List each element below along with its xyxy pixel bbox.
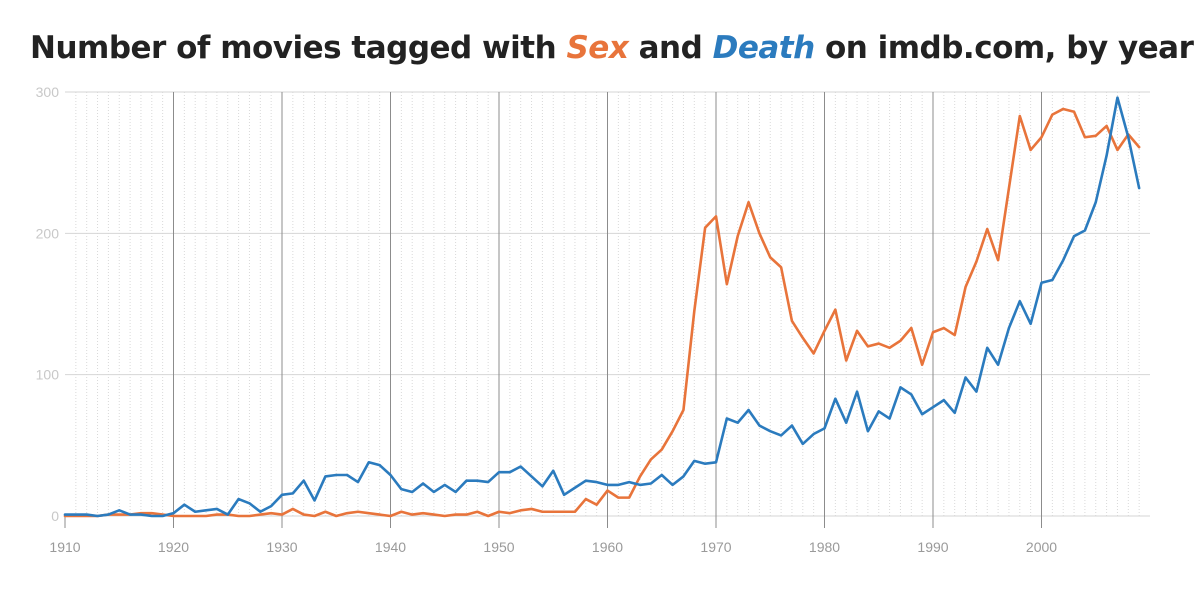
y-tick-label: 300 bbox=[36, 84, 60, 100]
title-suffix: on imdb.com, by year bbox=[814, 30, 1194, 66]
x-tick-label: 1990 bbox=[917, 539, 948, 555]
title-prefix: Number of movies tagged with bbox=[30, 30, 567, 66]
x-tick-label: 2000 bbox=[1026, 539, 1057, 555]
x-tick-label: 1950 bbox=[483, 539, 514, 555]
x-tick-label: 1910 bbox=[49, 539, 80, 555]
series-line-sex bbox=[63, 107, 1141, 518]
y-tick-label: 200 bbox=[36, 225, 60, 241]
y-tick-label: 100 bbox=[36, 367, 60, 383]
y-axis: 0 100 200 300 bbox=[36, 84, 60, 524]
x-tick-label: 1980 bbox=[809, 539, 840, 555]
chart-title: Number of movies tagged with Sex and Dea… bbox=[30, 30, 1194, 66]
title-term-sex: Sex bbox=[566, 30, 629, 66]
series-lines bbox=[63, 96, 1141, 518]
title-term-death: Death bbox=[712, 30, 816, 66]
series-line-death bbox=[63, 96, 1141, 518]
x-tick-label: 1970 bbox=[700, 539, 731, 555]
x-axis: 1910 1920 1930 1940 1950 1960 1970 1980 1990 2000 bbox=[49, 539, 1057, 555]
x-tick-label: 1930 bbox=[266, 539, 297, 555]
y-tick-label: 0 bbox=[51, 508, 59, 524]
x-tick-label: 1920 bbox=[158, 539, 189, 555]
title-middle: and bbox=[628, 30, 713, 66]
major-gridlines bbox=[64, 91, 1150, 528]
x-tick-label: 1940 bbox=[375, 539, 406, 555]
x-tick-label: 1960 bbox=[592, 539, 623, 555]
